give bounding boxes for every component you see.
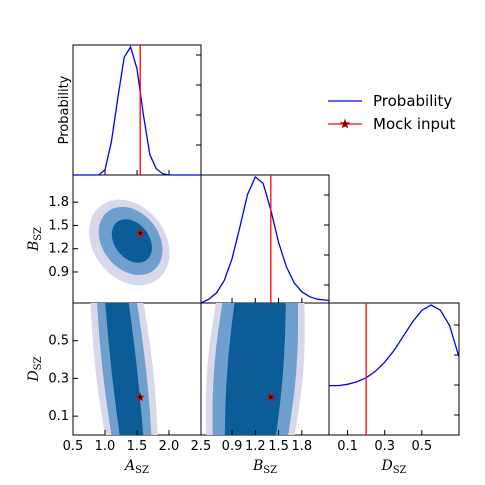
ytick-label-d-sz-0: 0.1 bbox=[48, 409, 69, 424]
xtick-label-a-sz-4: 2.5 bbox=[191, 439, 212, 454]
xtick-label-d-sz-2: 0.5 bbox=[412, 439, 433, 454]
panel-marginal-a-sz bbox=[72, 44, 202, 176]
xtick-label-b-sz-3: 1.8 bbox=[292, 439, 313, 454]
mock-input-star-b-d bbox=[265, 392, 276, 402]
panel-marginal-d-sz bbox=[328, 302, 460, 436]
marginal-curve-d-sz bbox=[329, 304, 460, 387]
xtick-label-a-sz-1: 1.0 bbox=[95, 439, 116, 454]
marginal-curve-a-sz bbox=[73, 45, 201, 176]
xlabel-b-sz: BSZ bbox=[252, 458, 277, 476]
xlabel-d-sz: DSZ bbox=[380, 458, 406, 476]
xtick-label-a-sz-0: 0.5 bbox=[63, 439, 84, 454]
ylabel-b-sz: BSZ bbox=[26, 227, 44, 252]
legend-mock-input-star bbox=[339, 118, 351, 129]
marginal-curve-b-sz bbox=[200, 175, 330, 304]
mock-input-star-a-b bbox=[135, 228, 146, 238]
ylabel-d-sz: DSZ bbox=[26, 356, 44, 382]
ytick-label-d-sz-1: 0.3 bbox=[48, 371, 69, 386]
mock-input-star-a-d bbox=[135, 392, 146, 402]
ytick-label-b-sz-2: 1.5 bbox=[48, 218, 69, 233]
contour-a-b-level-3 bbox=[111, 219, 152, 263]
legend: Probability Mock input bbox=[328, 92, 456, 133]
xtick-label-b-sz-2: 1.5 bbox=[268, 439, 289, 454]
legend-probability-label: Probability bbox=[373, 92, 452, 110]
ytick-label-b-sz-1: 1.2 bbox=[48, 242, 69, 257]
xtick-label-a-sz-2: 1.5 bbox=[127, 439, 148, 454]
xtick-label-b-sz-1: 1.2 bbox=[245, 439, 266, 454]
legend-mock-input-label: Mock input bbox=[373, 115, 456, 133]
panel-marginal-b-sz bbox=[200, 174, 330, 304]
xtick-label-d-sz-1: 0.3 bbox=[374, 439, 395, 454]
contour-a-d-level-3 bbox=[105, 303, 144, 435]
contour-b-d-level-3 bbox=[224, 303, 286, 435]
xlabel-a-sz: ASZ bbox=[123, 458, 149, 476]
xtick-label-b-sz-0: 0.9 bbox=[222, 439, 243, 454]
xtick-label-d-sz-0: 0.1 bbox=[337, 439, 358, 454]
xtick-label-a-sz-3: 2.0 bbox=[159, 439, 180, 454]
ytick-label-b-sz-0: 0.9 bbox=[48, 265, 69, 280]
ytick-label-d-sz-2: 0.5 bbox=[48, 334, 69, 349]
ylabel-probability: Probability bbox=[57, 75, 72, 144]
ytick-label-b-sz-3: 1.8 bbox=[48, 195, 69, 210]
